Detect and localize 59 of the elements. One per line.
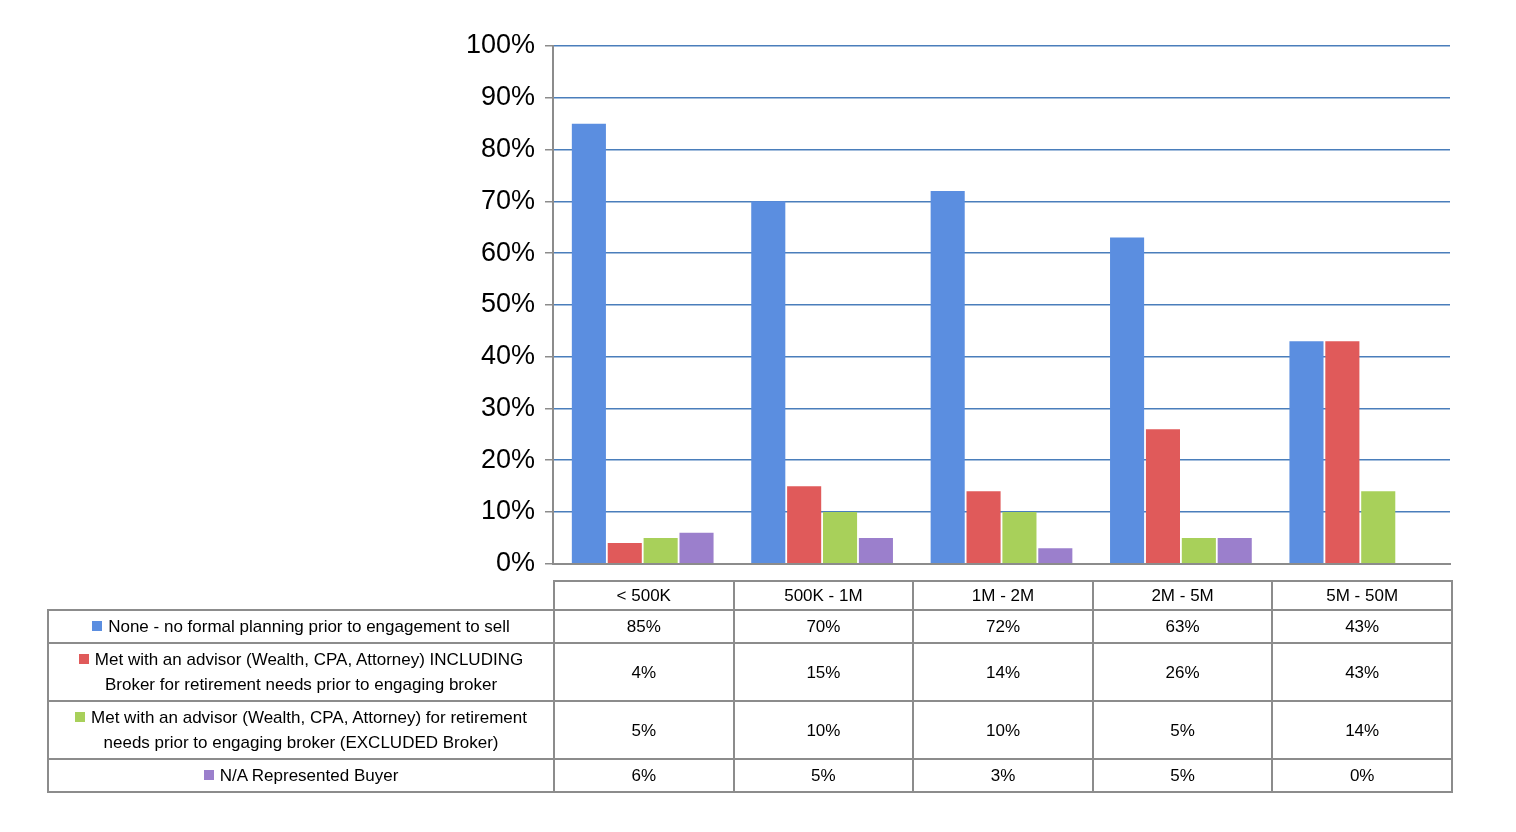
data-label: 26% [1092,643,1273,701]
bar [858,537,893,564]
data-label: 5% [554,701,734,759]
data-label: 5% [1092,701,1273,759]
y-tick-label: 70% [480,184,535,215]
bar [607,543,642,564]
x-tick-label: < 500K [554,581,734,610]
y-tick-label: 40% [480,340,535,371]
x-tick-label: 2M - 5M [1092,581,1273,610]
bar [930,190,965,564]
data-label: 85% [554,610,734,643]
y-tick-label: 90% [480,81,535,112]
data-label: 70% [733,610,914,643]
legend-label: Met with an advisor (Wealth, CPA, Attorney) for retirement needs prior to engaging broker (EXCLUDED Broker) [48,701,554,759]
y-tick-label: 80% [480,133,535,164]
data-label: 43% [1272,643,1452,701]
bar [1217,537,1252,564]
bar [643,537,678,564]
x-tick-label: 1M - 2M [913,581,1093,610]
y-tick-label: 20% [480,443,535,474]
bar [966,491,1001,564]
y-tick-label: 100% [465,29,535,60]
x-tick-label: 5M - 50M [1272,581,1452,610]
y-tick-label: 50% [480,288,535,319]
data-label: 3% [913,759,1093,792]
data-label: 4% [554,643,734,701]
bar [1002,512,1037,564]
data-label: 10% [913,701,1093,759]
bar [571,123,606,564]
data-label: 63% [1092,610,1273,643]
bar [1145,429,1180,564]
bar [1110,237,1145,564]
bar [1038,548,1073,564]
bar [1181,537,1216,564]
data-label: 14% [913,643,1093,701]
data-label: 10% [733,701,914,759]
y-tick-label: 0% [495,547,535,578]
bar [679,532,714,564]
y-tick-label: 60% [480,236,535,267]
y-tick-label: 10% [480,495,535,526]
bar [823,512,858,564]
data-label: 5% [733,759,914,792]
data-label: 5% [1092,759,1273,792]
legend-label: None - no formal planning prior to engagement to sell [48,610,554,643]
legend-label: Met with an advisor (Wealth, CPA, Attorney) INCLUDING Broker for retirement needs prior to engaging broker [48,643,554,701]
data-label: 43% [1272,610,1452,643]
x-tick-label: 500K - 1M [733,581,914,610]
data-label: 6% [554,759,734,792]
data-label: 72% [913,610,1093,643]
data-label: 0% [1272,759,1452,792]
bar [1325,341,1360,564]
bar [1361,491,1396,564]
bar [751,201,786,564]
bar [787,486,822,564]
data-label: 14% [1272,701,1452,759]
legend-label: N/A Represented Buyer [48,759,554,792]
bar [1289,341,1324,564]
y-tick-label: 30% [480,391,535,422]
data-label: 15% [733,643,914,701]
